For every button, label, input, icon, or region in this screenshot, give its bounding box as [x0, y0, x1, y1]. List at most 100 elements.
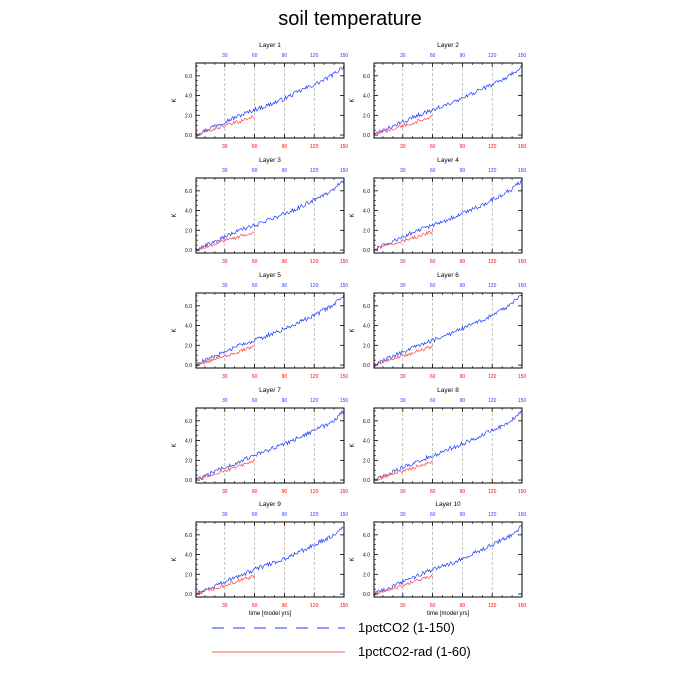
x-tick-label-top: 120 [310, 53, 319, 59]
y-tick-label: 0.0 [185, 592, 192, 598]
x-tick-label-top: 30 [400, 512, 406, 518]
x-tick-label-bottom: 30 [222, 603, 228, 609]
x-tick-label-bottom: 60 [252, 259, 258, 265]
panel-title: Layer 10 [435, 501, 461, 508]
chart-panel-5: Layer 5 0.0 2.0 4.0 6.0 K 30 60 90 120 150 30 60 90 12… [172, 272, 348, 380]
x-tick-label-bottom: 60 [430, 489, 436, 495]
y-tick-label: 0.0 [363, 478, 370, 484]
x-tick-label-bottom: 90 [460, 489, 466, 495]
series-line-1pctco2-rad [373, 344, 433, 366]
series-line-1pctco2 [195, 180, 345, 252]
y-tick-label: 4.0 [363, 553, 370, 559]
series-line-1pctco2 [195, 64, 345, 137]
chart-panel-4: Layer 4 0.0 2.0 4.0 6.0 K 30 60 90 120 150 30 60 90 12… [350, 157, 526, 265]
y-tick-label: 2.0 [185, 228, 192, 234]
y-tick-label: 2.0 [363, 458, 370, 464]
x-tick-label-bottom: 30 [400, 144, 406, 150]
x-tick-label-top: 30 [222, 53, 228, 59]
y-tick-label: 0.0 [185, 133, 192, 139]
y-axis-label: K [350, 328, 356, 332]
x-tick-label-bottom: 90 [460, 603, 466, 609]
x-tick-label-bottom: 150 [340, 374, 349, 380]
plot-frame [195, 62, 345, 139]
x-tick-label-top: 60 [252, 283, 258, 289]
x-tick-label-bottom: 120 [488, 489, 497, 495]
x-tick-label-top: 90 [460, 53, 466, 59]
series-line-1pctco2 [373, 179, 523, 252]
y-tick-label: 6.0 [185, 419, 192, 425]
x-tick-label-top: 90 [282, 168, 288, 174]
y-tick-label: 4.0 [185, 324, 192, 330]
x-tick-label-top: 150 [518, 168, 527, 174]
series-line-1pctco2-rad [195, 575, 255, 596]
x-tick-label-top: 90 [282, 398, 288, 404]
x-tick-label-bottom: 90 [460, 374, 466, 380]
plot-frame [195, 292, 345, 369]
x-tick-label-top: 90 [282, 53, 288, 59]
x-tick-label-bottom: 60 [430, 259, 436, 265]
panel-title: Layer 9 [259, 501, 281, 508]
y-tick-label: 0.0 [363, 592, 370, 598]
y-tick-label: 6.0 [185, 304, 192, 310]
x-tick-label-top: 120 [310, 512, 319, 518]
y-tick-label: 0.0 [185, 478, 192, 484]
x-tick-label-top: 90 [460, 512, 466, 518]
y-axis-label: K [350, 557, 356, 561]
plot-frame [195, 177, 345, 254]
plot-frame [195, 407, 345, 484]
y-tick-label: 2.0 [185, 572, 192, 578]
x-tick-label-bottom: 90 [460, 144, 466, 150]
series-line-1pctco2 [195, 526, 345, 595]
y-axis-label: K [172, 98, 178, 102]
y-axis-label: K [172, 557, 178, 561]
x-tick-label-bottom: 90 [282, 144, 288, 150]
x-tick-label-top: 150 [340, 398, 349, 404]
x-tick-label-bottom: 150 [340, 603, 349, 609]
x-tick-label-bottom: 120 [310, 489, 319, 495]
y-tick-label: 6.0 [363, 304, 370, 310]
y-tick-label: 4.0 [363, 209, 370, 215]
x-tick-label-top: 120 [488, 512, 497, 518]
y-tick-label: 6.0 [185, 74, 192, 80]
x-tick-label-bottom: 60 [430, 144, 436, 150]
x-tick-label-bottom: 120 [488, 374, 497, 380]
x-tick-label-bottom: 90 [460, 259, 466, 265]
x-tick-label-bottom: 150 [518, 489, 527, 495]
x-tick-label-top: 60 [252, 512, 258, 518]
x-tick-label-bottom: 90 [282, 259, 288, 265]
x-tick-label-bottom: 150 [518, 374, 527, 380]
x-tick-label-top: 60 [430, 283, 436, 289]
x-tick-label-bottom: 120 [310, 144, 319, 150]
chart-panel-10: Layer 10 0.0 2.0 4.0 6.0 K 30 60 90 120 150 30 60 90 1… [350, 501, 526, 617]
series-line-1pctco2 [195, 409, 345, 481]
x-tick-label-bottom: 60 [252, 603, 258, 609]
x-tick-label-top: 120 [310, 283, 319, 289]
series-line-1pctco2 [373, 63, 523, 136]
x-tick-label-top: 90 [460, 283, 466, 289]
series-line-1pctco2-rad [373, 574, 433, 596]
x-tick-label-bottom: 150 [340, 259, 349, 265]
chart-panel-1: Layer 1 0.0 2.0 4.0 6.0 K 30 60 90 120 150 30 60 90 12… [172, 42, 348, 150]
x-tick-label-top: 60 [430, 53, 436, 59]
x-tick-label-bottom: 120 [310, 374, 319, 380]
plot-frame [195, 521, 345, 598]
x-tick-label-top: 90 [460, 168, 466, 174]
x-tick-label-top: 150 [340, 512, 349, 518]
chart-panel-9: Layer 9 0.0 2.0 4.0 6.0 K 30 60 90 120 150 30 60 90 12… [172, 501, 348, 617]
y-tick-label: 2.0 [185, 113, 192, 119]
y-tick-label: 0.0 [185, 363, 192, 369]
y-tick-label: 6.0 [363, 74, 370, 80]
plot-frame [373, 177, 523, 254]
y-tick-label: 4.0 [363, 439, 370, 445]
x-tick-label-top: 120 [488, 53, 497, 59]
x-tick-label-bottom: 30 [400, 374, 406, 380]
y-tick-label: 2.0 [363, 572, 370, 578]
x-tick-label-bottom: 30 [222, 489, 228, 495]
x-tick-label-top: 150 [340, 168, 349, 174]
y-axis-label: K [350, 213, 356, 217]
x-tick-label-top: 150 [518, 53, 527, 59]
y-axis-label: K [350, 98, 356, 102]
x-tick-label-top: 120 [488, 398, 497, 404]
plot-frame [373, 62, 523, 139]
x-tick-label-bottom: 150 [518, 259, 527, 265]
